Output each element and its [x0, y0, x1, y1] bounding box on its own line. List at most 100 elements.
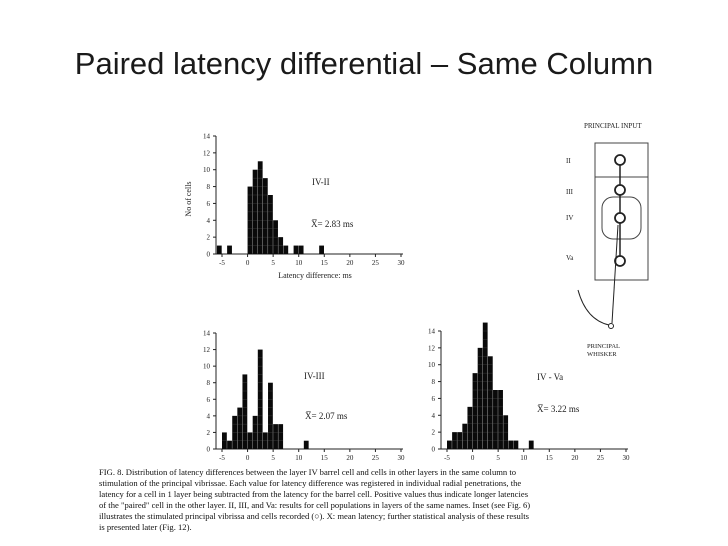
- y-tick-label: 8: [207, 379, 211, 387]
- mean-label: X̅= 3.22 ms: [537, 404, 580, 414]
- x-tick-label: 25: [372, 454, 380, 462]
- inset-schematic: PRINCIPAL INPUT II III IV Va PRINCIPAL W…: [566, 122, 649, 358]
- x-tick-label: 10: [295, 454, 303, 462]
- y-tick-label: 0: [432, 446, 436, 454]
- x-tick-label: 5: [496, 454, 500, 462]
- mean-label: X̅= 2.83 ms: [311, 219, 354, 229]
- x-tick-label: 25: [372, 259, 380, 267]
- x-tick-label: 15: [321, 259, 329, 267]
- layer-label-iv: IV: [566, 214, 573, 222]
- histogram-bar: [262, 178, 268, 254]
- x-tick-label: 10: [520, 454, 528, 462]
- cell-layer-va: [614, 255, 626, 267]
- histogram-bar: [528, 440, 534, 449]
- column-outline: [594, 142, 649, 281]
- histogram-bar: [257, 161, 263, 254]
- histogram-bar: [227, 245, 232, 254]
- x-tick-label: -5: [219, 454, 225, 462]
- layer-label-ii: II: [566, 157, 571, 165]
- histogram-bar: [268, 195, 273, 254]
- histogram-bar: [293, 245, 299, 254]
- whisker-label-2: WHISKER: [587, 351, 617, 358]
- x-tick-label: 20: [346, 259, 354, 267]
- y-tick-label: 14: [428, 328, 436, 336]
- cell-layer-ii: [614, 154, 626, 166]
- x-tick-label: 5: [271, 259, 275, 267]
- figure-caption: FIG. 8. Distribution of latency differen…: [99, 467, 639, 533]
- histogram-bar: [216, 245, 222, 254]
- x-tick-label: 0: [471, 454, 475, 462]
- x-tick-label: 30: [398, 454, 406, 462]
- x-tick-label: 15: [321, 454, 329, 462]
- histogram-bar: [462, 423, 468, 449]
- y-axis-label: No of cells: [184, 181, 193, 216]
- caption-line: of the "paired" cell in the other layer.…: [99, 500, 531, 510]
- histogram-bar: [447, 440, 452, 449]
- y-tick-label: 12: [203, 346, 211, 354]
- x-tick-label: 0: [246, 259, 250, 267]
- whisker-end: [608, 323, 614, 329]
- whisker-axon: [611, 224, 619, 324]
- barrel-outline: [601, 196, 642, 240]
- histogram-bar: [227, 440, 232, 449]
- histogram-bar: [303, 440, 309, 449]
- x-tick-label: 10: [295, 259, 303, 267]
- slide-title: Paired latency differential – Same Colum…: [74, 46, 654, 81]
- y-tick-label: 12: [428, 344, 436, 352]
- histogram-iv-va: IV - Va X̅= 3.22 ms 0 2 4 6 8 10 12 14 -5 0 5 10 15 2…: [428, 322, 631, 462]
- y-tick-label: 14: [203, 330, 211, 338]
- y-tick-label: 4: [207, 217, 211, 225]
- histogram-label: IV - Va: [537, 372, 563, 382]
- y-tick-label: 8: [207, 183, 211, 191]
- x-axis-label: Latency difference: ms: [278, 271, 352, 280]
- y-tick-label: 10: [428, 361, 436, 369]
- histogram-bar: [482, 322, 488, 449]
- y-tick-label: 10: [203, 166, 211, 174]
- histogram-bar: [498, 390, 503, 449]
- histogram-bar: [273, 424, 278, 449]
- histogram-bar: [298, 245, 304, 254]
- histogram-bar: [472, 373, 478, 449]
- y-tick-label: 14: [203, 133, 211, 141]
- histogram-bar: [278, 424, 284, 449]
- y-tick-label: 6: [207, 200, 211, 208]
- histogram-bar: [283, 245, 289, 254]
- caption-line: stimulation of the principal vibrissae. …: [99, 478, 522, 488]
- histogram-bar: [513, 440, 519, 449]
- layer-label-va: Va: [566, 254, 574, 262]
- whisker-curve: [577, 289, 610, 326]
- histogram-bar: [467, 406, 473, 449]
- caption-line: illustrates the stimulated principal vib…: [99, 511, 529, 521]
- y-tick-label: 0: [207, 251, 211, 259]
- cell-layer-iii: [614, 184, 626, 196]
- y-tick-label: 6: [207, 396, 211, 404]
- x-tick-label: 20: [571, 454, 579, 462]
- histogram-bar: [493, 390, 498, 449]
- y-tick-label: 12: [203, 149, 211, 157]
- y-tick-label: 2: [207, 429, 211, 437]
- histogram-label: IV-II: [312, 177, 330, 187]
- mean-label: X̅= 2.07 ms: [305, 411, 348, 421]
- histogram-bar: [237, 407, 243, 449]
- y-tick-label: 6: [432, 395, 436, 403]
- x-tick-label: 15: [546, 454, 554, 462]
- x-tick-label: 5: [271, 454, 275, 462]
- histogram-bar: [319, 245, 324, 254]
- caption-line: latency for a cell in 1 layer being subt…: [99, 489, 529, 499]
- histogram-bar: [508, 440, 514, 449]
- x-tick-label: -5: [444, 454, 450, 462]
- caption-line: FIG. 8. Distribution of latency differen…: [99, 467, 517, 477]
- x-tick-label: -5: [219, 259, 225, 267]
- caption-line: is presented later (Fig. 12).: [99, 522, 192, 532]
- histogram-label: IV-III: [304, 371, 325, 381]
- y-tick-label: 4: [432, 412, 436, 420]
- y-tick-label: 10: [203, 363, 211, 371]
- x-tick-label: 25: [597, 454, 605, 462]
- histogram-bar: [487, 356, 493, 449]
- y-tick-label: 2: [432, 429, 436, 437]
- y-tick-label: 2: [207, 234, 211, 242]
- histogram-iv-ii: No of cells IV-II X̅= 2.83 ms Latency di…: [184, 133, 405, 281]
- cell-layer-iv: [614, 212, 626, 224]
- x-tick-label: 30: [623, 454, 631, 462]
